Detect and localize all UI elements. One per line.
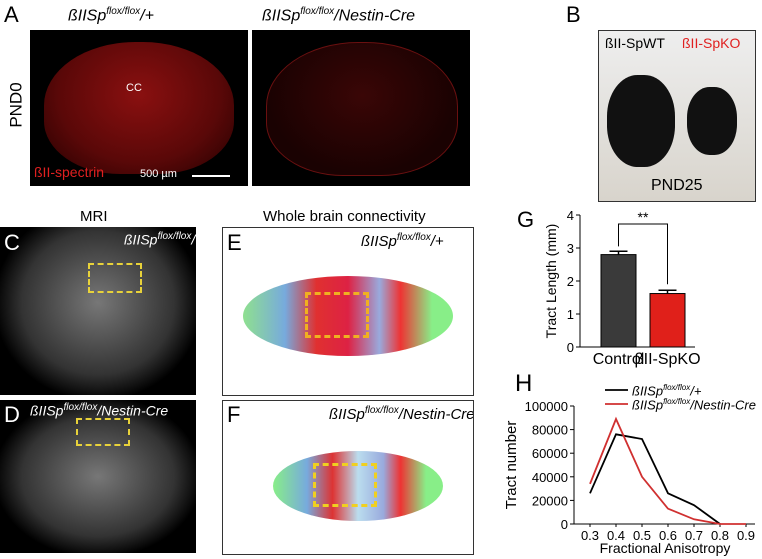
brain-section	[266, 42, 458, 176]
x-tick-label: 0.9	[737, 528, 755, 543]
cc-label: CC	[126, 82, 142, 94]
genotype-suffix: /+	[140, 7, 154, 25]
x-tick-label: 0.7	[685, 528, 703, 543]
ko-mouse	[687, 87, 737, 155]
genotype-suffix: /+	[191, 231, 196, 248]
panel-d-mri-image: ßIISpflox/flox/Nestin-Cre	[0, 400, 196, 553]
stain-label: ßII-spectrin	[34, 164, 105, 180]
y-tick-label: 80000	[532, 423, 568, 438]
genotype-suffix: /Nestin-Cre	[398, 406, 474, 423]
x-axis-label: Fractional Anisotropy	[600, 540, 731, 556]
y-tick-label: 100000	[525, 399, 568, 414]
genotype-base: ßIISp	[632, 383, 664, 399]
genotype-sup: flox/flox	[157, 231, 192, 242]
x-tick-label: βII-SpKO	[634, 351, 700, 368]
panel-f-tractography: ßIISpflox/flox/Nestin-Cre	[222, 400, 474, 555]
series-line-0	[589, 433, 721, 525]
genotype-base: ßIISp	[329, 406, 365, 423]
mouse-photo: ßII-SpWT ßII-SpKO PND25	[598, 30, 756, 202]
panel-label-g: G	[517, 207, 535, 232]
panel-a-control-image: CC ßII-spectrin 500 µm	[30, 30, 248, 186]
scale-bar-label: 500 µm	[140, 168, 177, 180]
genotype-suffix: /+	[430, 233, 444, 250]
roi-box	[313, 463, 377, 507]
panel-d-genotype: ßIISpflox/flox/Nestin-Cre	[30, 402, 168, 419]
x-tick-label: 0.6	[659, 528, 677, 543]
x-tick-label: Control	[593, 351, 645, 368]
tract-bundle	[273, 451, 443, 521]
tract-bundle	[243, 276, 453, 356]
panel-label-a: A	[4, 2, 19, 27]
genotype-base: ßIISp	[30, 402, 64, 419]
panel-f-genotype: ßIISpflox/flox/Nestin-Cre	[329, 405, 474, 423]
roi-box	[305, 292, 369, 338]
connectivity-title: Whole brain connectivity	[263, 208, 426, 225]
y-tick-label: 60000	[532, 446, 568, 461]
roi-box	[88, 263, 142, 293]
genotype-base: ßIISp	[68, 7, 107, 25]
line-chart-h: 0 20000 40000 60000 80000 100000 0.3 0.4 0.5 0.6 0…	[503, 389, 755, 556]
x-tick-label: 0.8	[711, 528, 729, 543]
y-tick-label: 4	[567, 208, 574, 223]
genotype-suffix: /Nestin-Cre	[334, 7, 416, 25]
genotype-base: ßIISp	[262, 7, 301, 25]
panel-e-genotype: ßIISpflox/flox/+	[361, 232, 444, 250]
scale-bar	[192, 175, 230, 177]
genotype-sup: flox/flox	[663, 383, 691, 392]
y-tick-label: 2	[567, 274, 574, 289]
legend-entry-control: ßIISpflox/flox/+	[632, 383, 701, 398]
genotype-suffix: /Nestin-Cre	[97, 402, 169, 419]
panel-label-h: H	[515, 370, 533, 397]
panel-label-e: E	[227, 230, 242, 255]
genotype-sup: flox/flox	[106, 6, 141, 17]
y-tick-label: 20000	[532, 493, 568, 508]
panel-c-mri-image: ßIISpflox/flox/+	[0, 227, 196, 395]
x-tick-label: 0.4	[607, 528, 625, 543]
ko-label: ßII-SpKO	[682, 35, 741, 51]
wt-mouse	[607, 75, 675, 167]
genotype-sup: flox/flox	[663, 397, 691, 406]
genotype-suffix: /+	[690, 383, 702, 399]
y-axis-label: Tract Length (mm)	[543, 224, 559, 339]
significance-bracket	[618, 223, 668, 285]
y-tick-label: 3	[567, 241, 574, 256]
panel-a-title-control: ßIISpflox/flox/+	[68, 6, 154, 25]
wt-label: ßII-SpWT	[605, 35, 665, 51]
panel-a-title-ko: ßIISpflox/flox/Nestin-Cre	[262, 6, 415, 25]
panel-a-ko-image	[252, 30, 470, 186]
panel-e-tractography: ßIISpflox/flox/+	[222, 227, 474, 396]
y-tick-label: 1	[567, 307, 574, 322]
genotype-suffix: /Nestin-Cre	[690, 397, 756, 413]
y-tick-label: 40000	[532, 470, 568, 485]
y-axis-label: Tract number	[503, 421, 520, 510]
panel-c-genotype: ßIISpflox/flox/+	[124, 231, 196, 248]
panel-label-b: B	[566, 2, 581, 27]
genotype-sup: flox/flox	[364, 405, 399, 416]
panel-label-d: D	[4, 402, 20, 427]
genotype-sup: flox/flox	[300, 6, 335, 17]
bar-0	[600, 254, 637, 348]
panel-label-c: C	[4, 230, 20, 255]
bar-1	[649, 293, 686, 348]
series-line-1	[589, 416, 746, 525]
genotype-base: ßIISp	[361, 233, 397, 250]
brain-section	[44, 42, 234, 174]
genotype-base: ßIISp	[632, 397, 664, 413]
mri-title: MRI	[80, 208, 108, 225]
roi-box	[76, 418, 130, 446]
genotype-sup: flox/flox	[63, 402, 98, 413]
age-label: PND25	[651, 177, 703, 194]
legend-entry-ko: ßIISpflox/flox/Nestin-Cre	[632, 397, 756, 412]
genotype-base: ßIISp	[124, 231, 158, 248]
y-tick-label: 0	[561, 517, 568, 532]
panel-label-f: F	[227, 402, 241, 427]
x-tick-label: 0.5	[633, 528, 651, 543]
x-tick-label: 0.3	[581, 528, 599, 543]
significance-label: **	[638, 209, 649, 225]
genotype-sup: flox/flox	[396, 232, 431, 243]
y-tick-label: 0	[567, 340, 574, 355]
